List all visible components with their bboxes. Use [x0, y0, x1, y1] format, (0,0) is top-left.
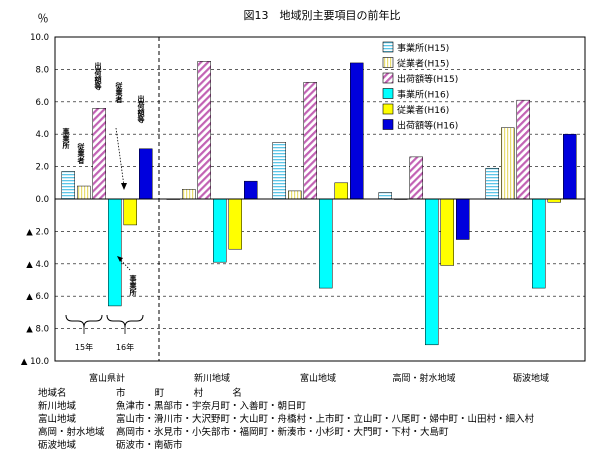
y-tick-label: 4.0: [35, 130, 49, 140]
annot-h15-0: 事業所: [62, 127, 71, 150]
y-tick-label: ▲ 4.0: [26, 260, 49, 270]
notes-value: 高岡市・氷見市・小矢部市・福岡町・新湊市・小杉町・大門町・下村・大島町: [116, 427, 449, 438]
x-axis-labels: 富山県計 新川地域 富山地域 高岡・射水地域 砺波地域: [89, 372, 549, 384]
y-axis-unit: ％: [38, 12, 49, 25]
bar: [303, 82, 317, 200]
bar: [123, 198, 137, 226]
bar: [228, 198, 242, 250]
chart: 図13 地域別主要項目の前年比 ％ 10.0 8.0 6.0 4.0 2.0 0.0 ▲ 2…: [21, 8, 586, 384]
legend-label: 出荷額等(H15): [397, 73, 458, 85]
bar: [288, 190, 302, 200]
y-axis-ticks: 10.0 8.0 6.0 4.0 2.0 0.0 ▲ 2.0 ▲ 4.0 ▲ 6.0 ▲ 8.0 ▲…: [21, 33, 49, 367]
y-tick-label: 0.0: [35, 195, 49, 205]
x-category-label: 砺波地域: [513, 372, 549, 384]
notes-header-value: 市 町 村 名: [116, 388, 243, 399]
bar: [440, 198, 454, 266]
bar: [456, 198, 470, 240]
x-category-label: 高岡・射水地域: [392, 372, 455, 384]
notes-row: 富山地域 富山市・滑川市・大沢野町・大山町・舟橋村・上市町・立山町・八尾町・婦中…: [38, 413, 534, 426]
legend-swatch: [382, 72, 394, 84]
bar: [425, 198, 439, 346]
bar: [319, 198, 333, 289]
legend-swatch: [382, 41, 394, 53]
bar: [563, 133, 577, 200]
region-notes: 地域名 市 町 村 名 新川地域 魚津市・黒部市・宇奈月町・入善町・朝日町 富山…: [38, 387, 534, 452]
bar: [272, 142, 286, 200]
bar: [92, 108, 106, 200]
notes-key: 高岡・射水地域: [38, 427, 105, 438]
annot-h16-0: 従業者: [115, 81, 124, 104]
legend-label: 従業者(H15): [397, 58, 449, 70]
annot-h15-2: 出荷額等: [94, 61, 103, 91]
bar-annotations: 事業所 従業者 出荷額等 従業者 出荷額等 事業所 15年 16年: [62, 61, 146, 352]
notes-key: 砺波地域: [38, 440, 77, 451]
notes-value: 富山市・滑川市・大沢野町・大山町・舟橋村・上市町・立山町・八尾町・婦中町・山田村…: [116, 414, 535, 425]
bar: [350, 62, 364, 200]
y-tick-label: ▲ 2.0: [26, 227, 49, 237]
bar: [197, 61, 211, 200]
notes-row: 新川地域 魚津市・黒部市・宇奈月町・入善町・朝日町: [38, 400, 534, 413]
y-tick-label: ▲ 8.0: [26, 325, 49, 335]
y-tick-label: 2.0: [35, 163, 49, 173]
annot-h15-1: 従業者: [77, 142, 86, 165]
x-category-label: 富山地域: [300, 372, 336, 384]
legend-label: 事業所(H16): [397, 89, 449, 101]
y-tick-label: 8.0: [35, 65, 49, 75]
notes-header: 地域名 市 町 村 名: [38, 387, 534, 400]
notes-key: 新川地域: [38, 401, 77, 412]
notes-value: 魚津市・黒部市・宇奈月町・入善町・朝日町: [116, 401, 307, 412]
bar: [139, 148, 153, 200]
bar: [213, 198, 227, 263]
bar: [61, 171, 75, 200]
legend-swatch: [382, 119, 394, 130]
y-tick-label: ▲ 6.0: [26, 292, 49, 302]
bars: [61, 61, 577, 346]
notes-value: 砺波市・南砺市: [116, 440, 183, 451]
annot-h16-1: 出荷額等: [137, 94, 146, 124]
bar: [409, 156, 423, 200]
bar: [501, 127, 515, 200]
year-label-15: 15年: [75, 342, 93, 352]
bar: [244, 180, 258, 200]
x-category-label: 富山県計: [89, 372, 125, 384]
notes-key: 富山地域: [38, 414, 77, 425]
y-tick-label: 10.0: [30, 33, 49, 43]
y-tick-label: ▲ 10.0: [21, 357, 49, 367]
bar: [182, 189, 196, 200]
annot-h16-2: 事業所: [129, 274, 138, 297]
bar: [77, 185, 91, 200]
bar: [378, 192, 392, 200]
notes-header-key: 地域名: [38, 388, 67, 399]
x-category-label: 新川地域: [194, 372, 230, 384]
chart-title: 図13 地域別主要項目の前年比: [244, 8, 401, 22]
year-label-16: 16年: [116, 342, 134, 352]
legend-swatch: [382, 103, 394, 115]
notes-row: 砺波地域 砺波市・南砺市: [38, 439, 534, 452]
legend-label: 出荷額等(H16): [397, 120, 458, 132]
legend: 事業所(H15) 従業者(H15) 出荷額等(H15) 事業所(H16) 従業者(H16…: [382, 41, 458, 132]
legend-swatch: [382, 57, 394, 68]
bar: [485, 167, 499, 200]
bar: [108, 198, 122, 307]
bar: [516, 99, 530, 200]
y-tick-label: 6.0: [35, 98, 49, 108]
bar: [334, 182, 348, 200]
legend-swatch: [382, 88, 394, 99]
bar: [532, 198, 546, 289]
legend-label: 従業者(H16): [397, 104, 449, 116]
legend-label: 事業所(H15): [397, 42, 449, 54]
notes-row: 高岡・射水地域 高岡市・氷見市・小矢部市・福岡町・新湊市・小杉町・大門町・下村・…: [38, 426, 534, 439]
